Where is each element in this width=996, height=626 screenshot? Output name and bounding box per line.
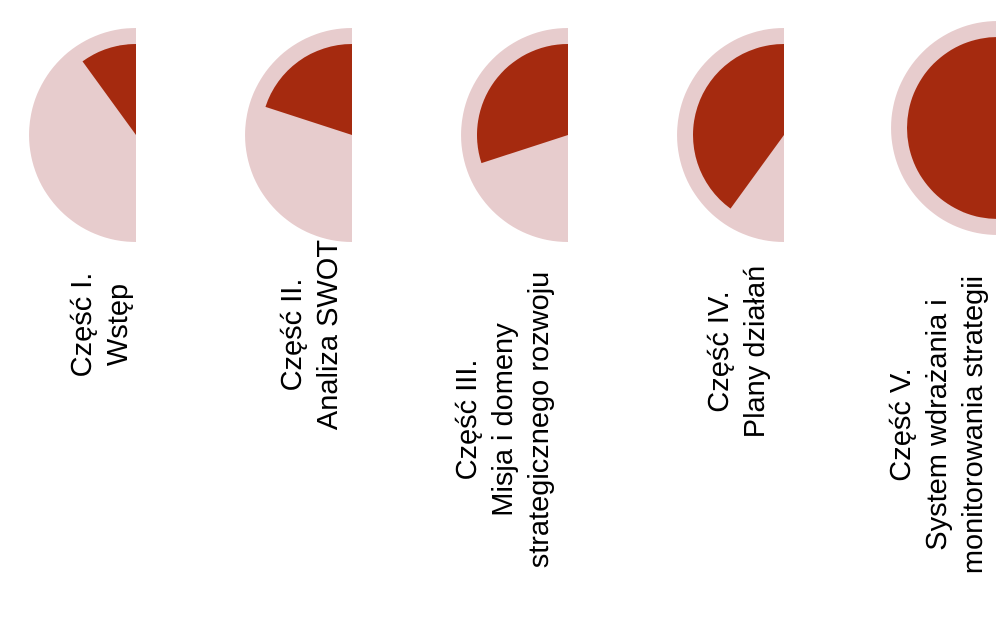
stage-4-label-line2: Plany działań [739, 265, 771, 439]
stage-2-progress-icon [245, 28, 352, 242]
stage-4-progress-icon [677, 28, 784, 242]
stage-4-label-line1: Część IV. [703, 291, 735, 413]
stage-3-dark-wedge [476, 44, 568, 164]
stage-3-label: Część III. Misja i domeny strategicznego… [449, 272, 557, 569]
stage-2-dark-wedge [265, 44, 352, 135]
stage-5-label: Część V. System wdrażania i monitorowani… [883, 276, 991, 574]
stage-3-progress-icon [461, 28, 568, 242]
stage-2-label-line2: Analiza SWOT [312, 239, 344, 431]
stage-4-dark-wedge [692, 44, 784, 209]
stage-5-label-line2: System wdrażania i [921, 299, 953, 551]
stage-5-progress-icon [891, 21, 996, 235]
stage-2-label: Część II. Analiza SWOT [274, 240, 346, 430]
stage-2-label-line1: Część II. [276, 278, 308, 392]
stage-1-label-line1: Część I. [66, 272, 98, 378]
stage-5-dark-wedge [907, 37, 996, 219]
stage-3-label-line3: strategicznego rozwoju [523, 271, 555, 569]
stage-3-label-line2: Misja i domeny [487, 323, 519, 517]
stage-4-label: Część IV. Plany działań [701, 266, 773, 439]
stage-1-label: Część I. Wstęp [64, 273, 136, 378]
stage-5-label-line3: monitorowania strategii [957, 275, 989, 575]
stage-1-progress-icon [29, 28, 137, 242]
stage-1-label-line2: Wstęp [102, 283, 134, 367]
stage-1-dark-wedge [82, 44, 136, 135]
stage-3-label-line1: Część III. [451, 359, 483, 481]
stage-5-label-line1: Część V. [885, 368, 917, 482]
